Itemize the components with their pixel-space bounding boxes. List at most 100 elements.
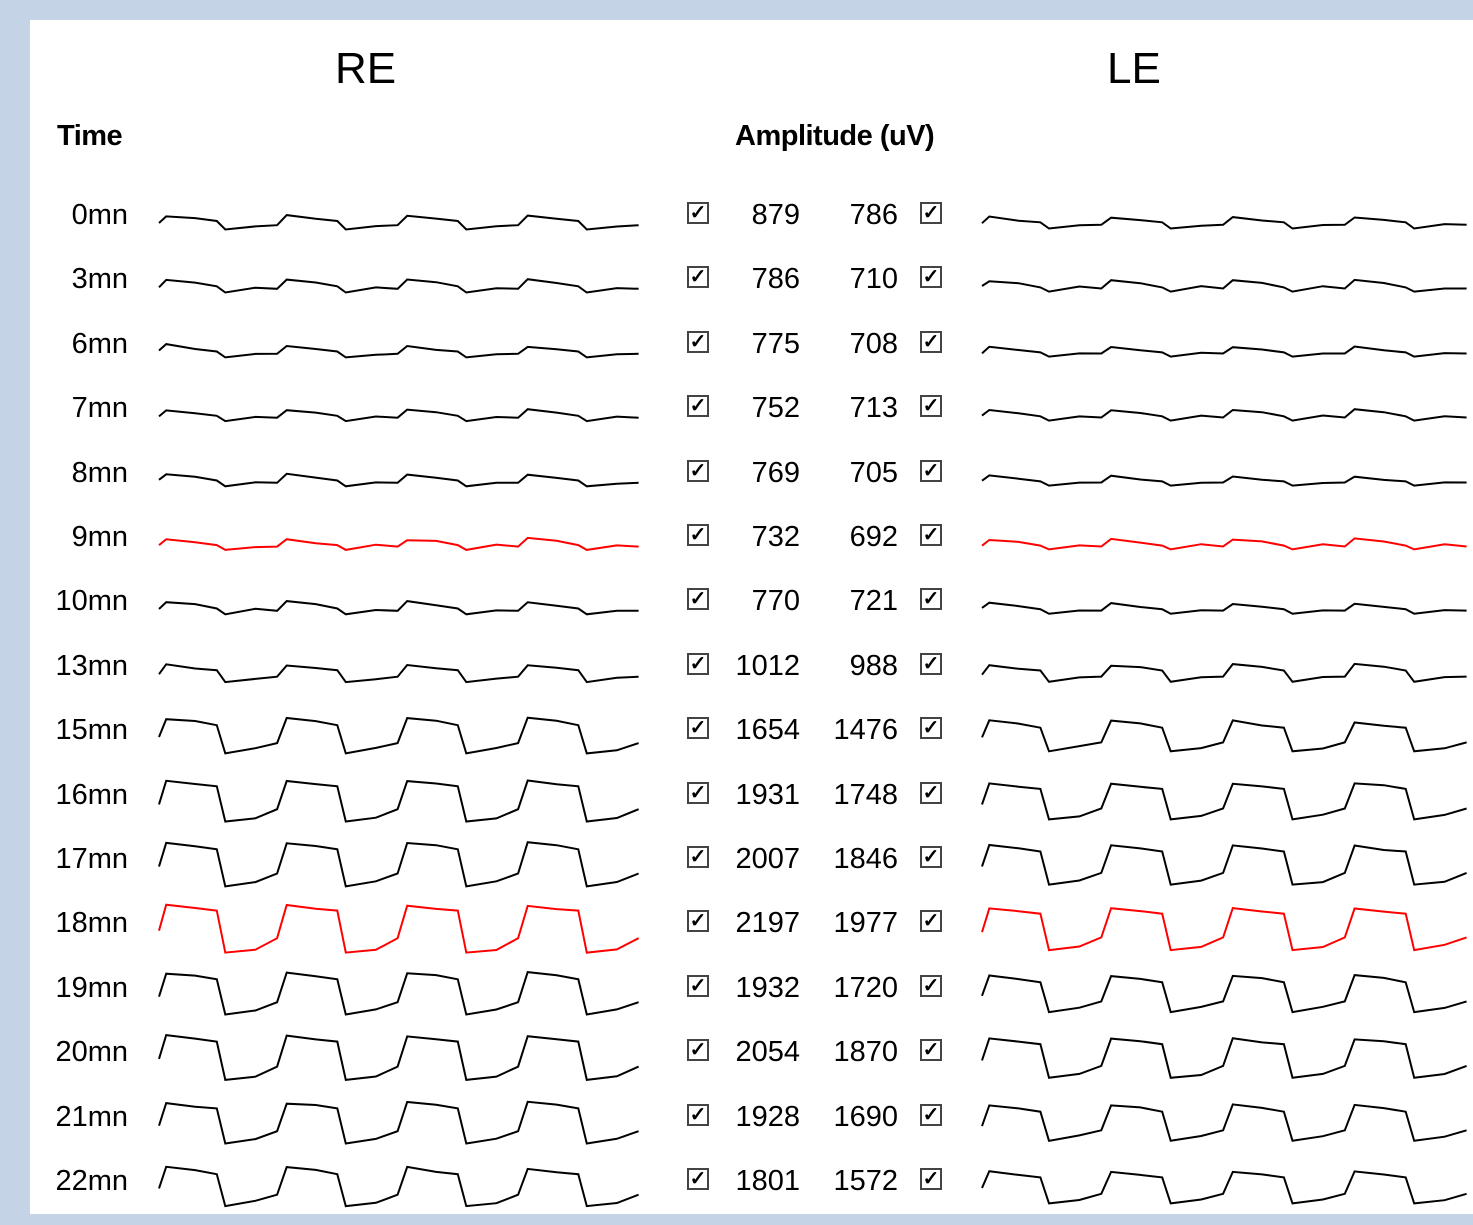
re-include-checkbox[interactable]: ✓ bbox=[687, 1039, 709, 1062]
le-waveform bbox=[981, 215, 1467, 230]
re-include-checkbox[interactable]: ✓ bbox=[687, 717, 709, 740]
le-trace bbox=[981, 719, 1467, 753]
recording-row: 10mn ✓ 770 721 ✓ bbox=[0, 581, 1473, 645]
time-label: 22mn bbox=[55, 1165, 128, 1197]
le-include-checkbox[interactable]: ✓ bbox=[920, 1168, 942, 1190]
re-trace bbox=[158, 1034, 640, 1082]
check-icon: ✓ bbox=[689, 781, 707, 804]
re-include-checkbox[interactable]: ✓ bbox=[687, 974, 709, 997]
re-waveform bbox=[158, 536, 639, 551]
re-waveform bbox=[158, 342, 639, 359]
recording-row: 6mn ✓ 775 708 ✓ bbox=[0, 324, 1473, 388]
re-waveform bbox=[158, 904, 640, 955]
time-label: 10mn bbox=[55, 585, 128, 618]
le-include-checkbox[interactable]: ✓ bbox=[920, 395, 942, 418]
le-include-checkbox[interactable]: ✓ bbox=[920, 717, 942, 740]
re-include-checkbox[interactable]: ✓ bbox=[687, 652, 709, 675]
check-icon: ✓ bbox=[922, 1168, 940, 1190]
re-trace bbox=[158, 472, 639, 487]
re-amplitude-value: 879 bbox=[751, 199, 800, 231]
re-include-checkbox[interactable]: ✓ bbox=[687, 588, 709, 611]
re-waveform bbox=[158, 778, 639, 823]
le-include-checkbox[interactable]: ✓ bbox=[920, 781, 942, 804]
le-waveform bbox=[981, 1102, 1467, 1142]
check-icon: ✓ bbox=[689, 846, 707, 868]
re-trace bbox=[158, 278, 639, 294]
re-include-checkbox[interactable]: ✓ bbox=[687, 910, 709, 933]
time-label: 0mn bbox=[71, 199, 128, 231]
le-trace bbox=[981, 843, 1467, 886]
re-include-checkbox[interactable]: ✓ bbox=[687, 202, 709, 224]
le-amplitude-value: 713 bbox=[849, 392, 898, 425]
re-include-checkbox[interactable]: ✓ bbox=[687, 524, 709, 546]
time-label: 20mn bbox=[55, 1036, 128, 1069]
le-include-checkbox[interactable]: ✓ bbox=[920, 524, 942, 546]
re-amplitude-value: 2054 bbox=[735, 1036, 800, 1069]
le-amplitude-value: 1720 bbox=[833, 971, 898, 1004]
re-include-checkbox[interactable]: ✓ bbox=[687, 846, 709, 868]
re-waveform bbox=[158, 214, 639, 231]
re-waveform bbox=[158, 970, 639, 1016]
le-include-checkbox[interactable]: ✓ bbox=[920, 910, 942, 933]
re-trace bbox=[158, 1100, 639, 1145]
check-icon: ✓ bbox=[922, 524, 940, 546]
recording-row: 18mn ✓ 2197 1977 ✓ bbox=[0, 903, 1473, 967]
le-waveform bbox=[981, 662, 1467, 683]
re-include-checkbox[interactable]: ✓ bbox=[687, 266, 709, 289]
re-include-checkbox[interactable]: ✓ bbox=[687, 395, 709, 418]
recording-row: 9mn ✓ 732 692 ✓ bbox=[0, 517, 1473, 581]
le-include-checkbox[interactable]: ✓ bbox=[920, 1103, 942, 1126]
le-include-checkbox[interactable]: ✓ bbox=[920, 202, 942, 224]
le-include-checkbox[interactable]: ✓ bbox=[920, 974, 942, 997]
re-include-checkbox[interactable]: ✓ bbox=[687, 781, 709, 804]
time-label: 17mn bbox=[55, 843, 128, 875]
check-icon: ✓ bbox=[689, 266, 707, 289]
re-trace bbox=[158, 778, 639, 823]
recording-row: 21mn ✓ 1928 1690 ✓ bbox=[0, 1097, 1473, 1161]
check-icon: ✓ bbox=[689, 1103, 707, 1126]
le-waveform bbox=[981, 843, 1467, 886]
recording-row: 15mn ✓ 1654 1476 ✓ bbox=[0, 710, 1473, 774]
re-amplitude-value: 732 bbox=[751, 521, 800, 553]
re-include-checkbox[interactable]: ✓ bbox=[687, 1103, 709, 1126]
time-label: 6mn bbox=[71, 327, 128, 360]
re-trace bbox=[158, 342, 639, 359]
re-amplitude-value: 786 bbox=[751, 263, 800, 296]
le-include-checkbox[interactable]: ✓ bbox=[920, 588, 942, 611]
le-amplitude-value: 721 bbox=[849, 585, 898, 618]
le-waveform bbox=[981, 1170, 1467, 1205]
check-icon: ✓ bbox=[922, 652, 940, 675]
le-include-checkbox[interactable]: ✓ bbox=[920, 652, 942, 675]
le-include-checkbox[interactable]: ✓ bbox=[920, 459, 942, 482]
le-waveform bbox=[981, 537, 1467, 551]
le-trace bbox=[981, 408, 1467, 422]
time-label: 9mn bbox=[71, 521, 128, 553]
time-label: 3mn bbox=[71, 263, 128, 296]
time-label: 21mn bbox=[55, 1100, 128, 1133]
check-icon: ✓ bbox=[689, 974, 707, 997]
recording-row: 3mn ✓ 786 710 ✓ bbox=[0, 259, 1473, 323]
le-include-checkbox[interactable]: ✓ bbox=[920, 1039, 942, 1062]
le-waveform bbox=[981, 781, 1467, 821]
re-include-checkbox[interactable]: ✓ bbox=[687, 330, 709, 353]
le-include-checkbox[interactable]: ✓ bbox=[920, 266, 942, 289]
re-include-checkbox[interactable]: ✓ bbox=[687, 459, 709, 482]
recording-row: 17mn ✓ 2007 1846 ✓ bbox=[0, 839, 1473, 903]
re-waveform bbox=[158, 278, 639, 294]
recording-row: 20mn ✓ 2054 1870 ✓ bbox=[0, 1032, 1473, 1096]
re-include-checkbox[interactable]: ✓ bbox=[687, 1168, 709, 1190]
re-amplitude-value: 770 bbox=[751, 585, 800, 618]
le-trace bbox=[981, 1037, 1467, 1080]
re-trace bbox=[158, 841, 639, 888]
check-icon: ✓ bbox=[922, 588, 940, 611]
re-trace bbox=[158, 716, 639, 755]
check-icon: ✓ bbox=[922, 974, 940, 997]
recording-row: 7mn ✓ 752 713 ✓ bbox=[0, 388, 1473, 452]
le-include-checkbox[interactable]: ✓ bbox=[920, 846, 942, 868]
le-waveform bbox=[981, 345, 1467, 358]
le-include-checkbox[interactable]: ✓ bbox=[920, 330, 942, 353]
recording-row: 0mn ✓ 879 786 ✓ bbox=[0, 195, 1473, 259]
recording-row: 8mn ✓ 769 705 ✓ bbox=[0, 453, 1473, 517]
le-waveform bbox=[981, 973, 1467, 1014]
le-trace bbox=[981, 973, 1467, 1014]
